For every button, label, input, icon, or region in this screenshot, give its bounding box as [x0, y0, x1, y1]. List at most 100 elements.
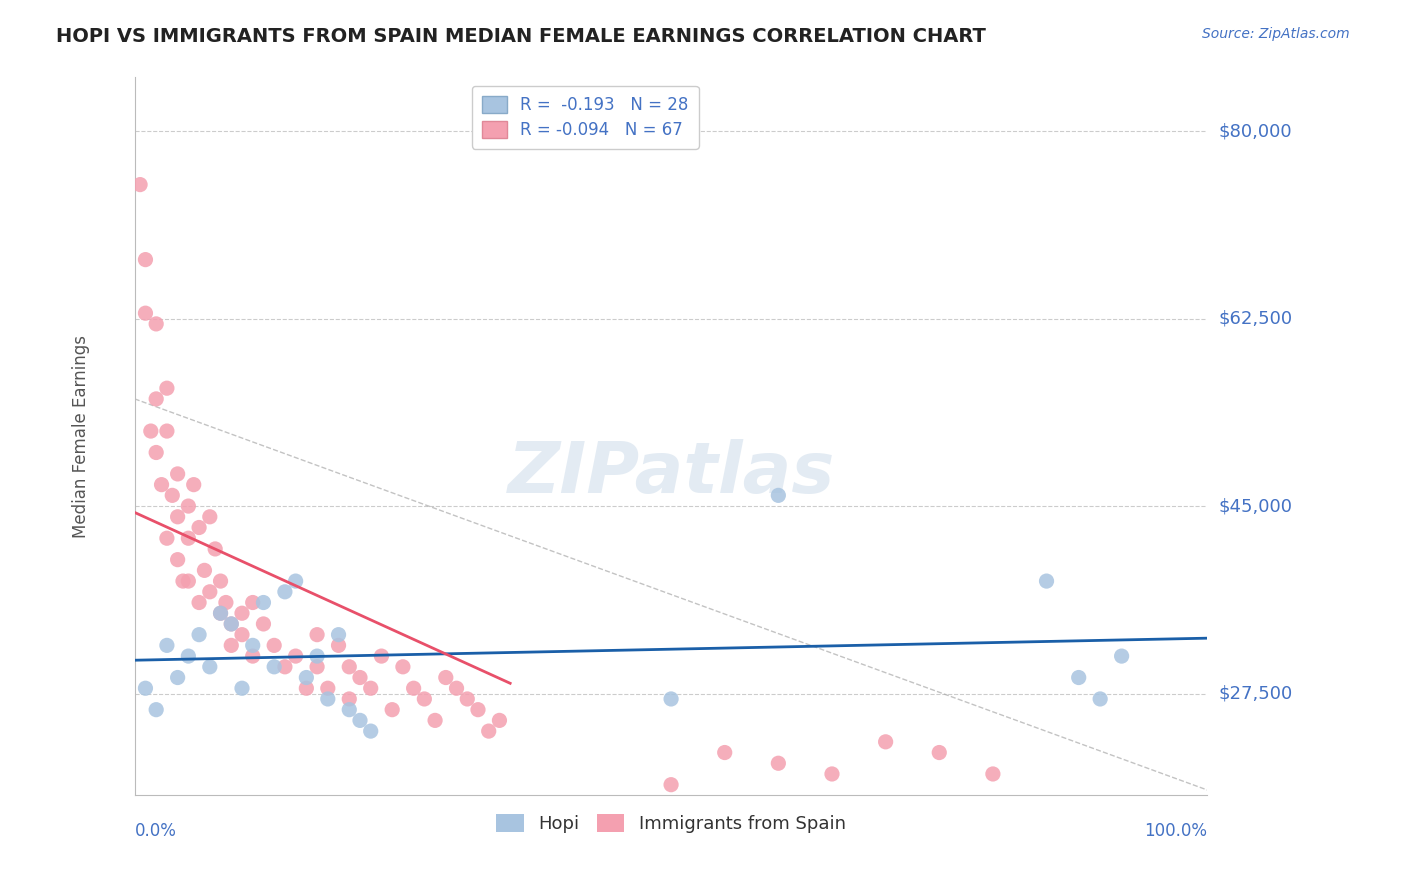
- Immigrants from Spain: [381, 703, 404, 717]
- Immigrants from Spain: [478, 724, 501, 739]
- Immigrants from Spain: [188, 520, 211, 534]
- Hopi: [659, 692, 682, 706]
- Immigrants from Spain: [188, 595, 211, 609]
- Immigrants from Spain: [928, 746, 950, 760]
- Hopi: [242, 639, 264, 653]
- Immigrants from Spain: [360, 681, 382, 696]
- Text: 100.0%: 100.0%: [1144, 822, 1208, 840]
- Immigrants from Spain: [402, 681, 425, 696]
- Immigrants from Spain: [307, 660, 329, 674]
- Immigrants from Spain: [145, 317, 167, 331]
- Hopi: [1088, 692, 1111, 706]
- Immigrants from Spain: [274, 660, 297, 674]
- Immigrants from Spain: [659, 778, 682, 792]
- Immigrants from Spain: [231, 628, 253, 642]
- Hopi: [337, 703, 360, 717]
- Immigrants from Spain: [198, 509, 221, 524]
- Immigrants from Spain: [177, 499, 200, 513]
- Immigrants from Spain: [337, 692, 360, 706]
- Immigrants from Spain: [156, 424, 179, 438]
- Immigrants from Spain: [129, 178, 152, 192]
- Immigrants from Spain: [166, 467, 188, 481]
- Immigrants from Spain: [209, 574, 232, 588]
- Immigrants from Spain: [177, 574, 200, 588]
- Hopi: [177, 649, 200, 664]
- Immigrants from Spain: [821, 767, 844, 781]
- Immigrants from Spain: [231, 606, 253, 620]
- Hopi: [274, 584, 297, 599]
- Immigrants from Spain: [307, 628, 329, 642]
- Immigrants from Spain: [284, 649, 307, 664]
- Immigrants from Spain: [215, 595, 238, 609]
- Immigrants from Spain: [145, 445, 167, 459]
- Hopi: [307, 649, 329, 664]
- Immigrants from Spain: [219, 616, 242, 631]
- Immigrants from Spain: [162, 488, 184, 502]
- Text: $62,500: $62,500: [1218, 310, 1292, 327]
- Immigrants from Spain: [139, 424, 162, 438]
- Hopi: [134, 681, 156, 696]
- Legend: Hopi, Immigrants from Spain: Hopi, Immigrants from Spain: [485, 803, 856, 844]
- Immigrants from Spain: [467, 703, 489, 717]
- Immigrants from Spain: [488, 714, 510, 728]
- Immigrants from Spain: [134, 306, 156, 320]
- Hopi: [231, 681, 253, 696]
- Immigrants from Spain: [156, 381, 179, 395]
- Immigrants from Spain: [295, 681, 318, 696]
- Hopi: [145, 703, 167, 717]
- Immigrants from Spain: [349, 671, 371, 685]
- Immigrants from Spain: [981, 767, 1004, 781]
- Hopi: [219, 616, 242, 631]
- Text: $45,000: $45,000: [1218, 497, 1292, 515]
- Hopi: [328, 628, 350, 642]
- Text: $80,000: $80,000: [1218, 122, 1292, 140]
- Text: HOPI VS IMMIGRANTS FROM SPAIN MEDIAN FEMALE EARNINGS CORRELATION CHART: HOPI VS IMMIGRANTS FROM SPAIN MEDIAN FEM…: [56, 27, 986, 45]
- Immigrants from Spain: [204, 541, 226, 556]
- Text: 0.0%: 0.0%: [135, 822, 177, 840]
- Hopi: [768, 488, 790, 502]
- Hopi: [1067, 671, 1090, 685]
- Immigrants from Spain: [413, 692, 436, 706]
- Immigrants from Spain: [252, 616, 274, 631]
- Hopi: [1035, 574, 1057, 588]
- Immigrants from Spain: [219, 639, 242, 653]
- Immigrants from Spain: [166, 509, 188, 524]
- Immigrants from Spain: [166, 552, 188, 566]
- Immigrants from Spain: [392, 660, 415, 674]
- Hopi: [360, 724, 382, 739]
- Immigrants from Spain: [242, 649, 264, 664]
- Immigrants from Spain: [150, 477, 173, 491]
- Hopi: [252, 595, 274, 609]
- Text: Median Female Earnings: Median Female Earnings: [72, 334, 90, 538]
- Immigrants from Spain: [145, 392, 167, 406]
- Immigrants from Spain: [434, 671, 457, 685]
- Immigrants from Spain: [198, 584, 221, 599]
- Hopi: [316, 692, 339, 706]
- Hopi: [284, 574, 307, 588]
- Text: Source: ZipAtlas.com: Source: ZipAtlas.com: [1202, 27, 1350, 41]
- Immigrants from Spain: [156, 531, 179, 545]
- Hopi: [295, 671, 318, 685]
- Hopi: [156, 639, 179, 653]
- Immigrants from Spain: [370, 649, 392, 664]
- Immigrants from Spain: [177, 531, 200, 545]
- Immigrants from Spain: [337, 660, 360, 674]
- Hopi: [263, 660, 285, 674]
- Immigrants from Spain: [456, 692, 478, 706]
- Hopi: [198, 660, 221, 674]
- Hopi: [349, 714, 371, 728]
- Text: ZIPatlas: ZIPatlas: [508, 440, 835, 508]
- Hopi: [188, 628, 211, 642]
- Immigrants from Spain: [875, 735, 897, 749]
- Immigrants from Spain: [172, 574, 194, 588]
- Immigrants from Spain: [328, 639, 350, 653]
- Immigrants from Spain: [209, 606, 232, 620]
- Immigrants from Spain: [446, 681, 468, 696]
- Immigrants from Spain: [423, 714, 446, 728]
- Immigrants from Spain: [242, 595, 264, 609]
- Immigrants from Spain: [768, 756, 790, 771]
- Text: $27,500: $27,500: [1218, 684, 1292, 703]
- Immigrants from Spain: [263, 639, 285, 653]
- Immigrants from Spain: [713, 746, 735, 760]
- Immigrants from Spain: [193, 563, 215, 577]
